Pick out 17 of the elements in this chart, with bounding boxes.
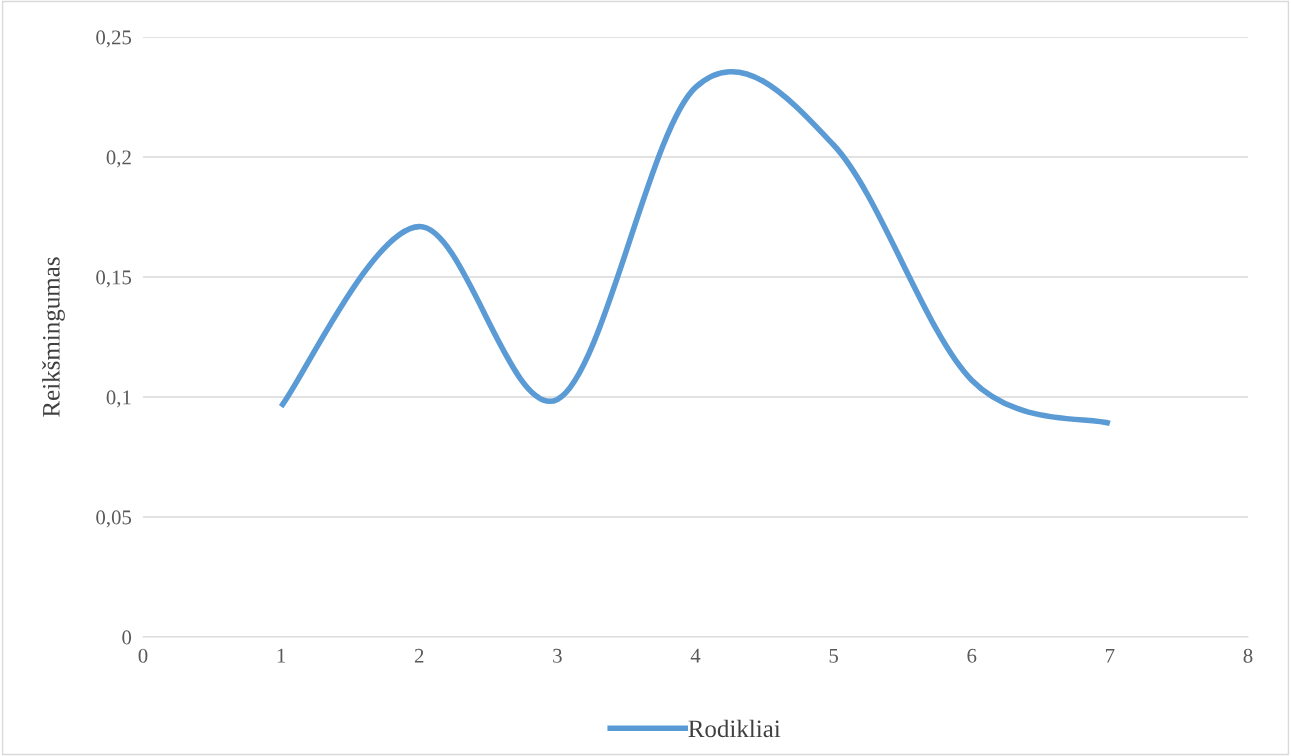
y-tick-label: 0,15 [96, 270, 132, 288]
y-tick-label: 0,1 [106, 390, 131, 408]
x-tick-label: 3 [553, 648, 562, 663]
x-tick-label: 4 [690, 648, 701, 663]
y-tick-label: 0,05 [96, 510, 132, 528]
y-tick-label: 0 [122, 630, 132, 645]
legend-label: Rodikliai [688, 719, 781, 738]
x-tick-label: 8 [1243, 648, 1253, 663]
y-tick-label: 0,25 [96, 30, 132, 48]
y-axis-title: Reikšmingumas [42, 257, 65, 417]
x-tick-label: 6 [967, 648, 977, 663]
x-tick-label: 1 [277, 648, 286, 663]
x-tick-label: 2 [414, 648, 424, 663]
x-tick-label: 5 [829, 648, 839, 663]
y-tick-label: 0,2 [106, 150, 131, 168]
x-tick-label: 7 [1106, 648, 1115, 663]
x-tick-label: 0 [138, 648, 148, 663]
